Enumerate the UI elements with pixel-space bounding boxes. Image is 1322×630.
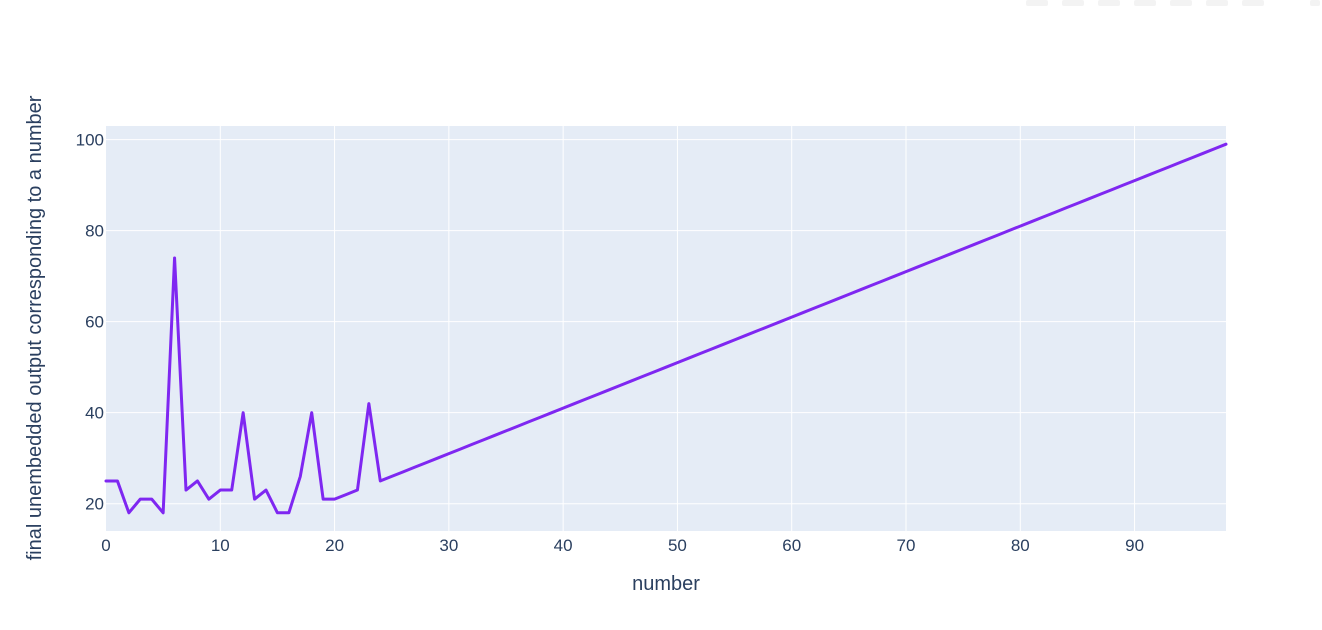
y-tick-label: 80 [85,222,104,241]
modebar-icon[interactable] [1062,0,1084,6]
x-tick-label: 60 [782,536,801,555]
x-tick-label: 80 [1011,536,1030,555]
modebar-icon[interactable] [1170,0,1192,6]
x-tick-label: 90 [1125,536,1144,555]
x-tick-label: 10 [211,536,230,555]
modebar-icon[interactable] [1206,0,1228,6]
series-layer [104,142,1228,515]
x-tick-label: 70 [897,536,916,555]
plot-area [106,126,1226,531]
x-tick-label: 40 [554,536,573,555]
y-axis-title: final unembedded output corresponding to… [24,95,46,560]
x-axis-title: number [632,573,700,595]
y-tick-label: 100 [76,131,104,150]
y-tick-label: 20 [85,495,104,514]
modebar-icon[interactable] [1134,0,1156,6]
y-tick-label: 60 [85,313,104,332]
y-axis: 20 40 60 80 100 [76,131,104,514]
modebar-icon[interactable] [1098,0,1120,6]
grid [106,126,1226,531]
x-tick-label: 20 [325,536,344,555]
x-tick-label: 30 [439,536,458,555]
modebar-icon[interactable] [1242,0,1264,6]
series-line [104,142,1228,515]
x-axis: 0 10 20 30 40 50 60 70 80 90 [101,536,1144,555]
modebar[interactable] [1026,0,1320,6]
x-tick-label: 50 [668,536,687,555]
modebar-icon[interactable] [1310,0,1320,6]
modebar-icon[interactable] [1026,0,1048,6]
y-tick-label: 40 [85,404,104,423]
x-tick-label: 0 [101,536,110,555]
